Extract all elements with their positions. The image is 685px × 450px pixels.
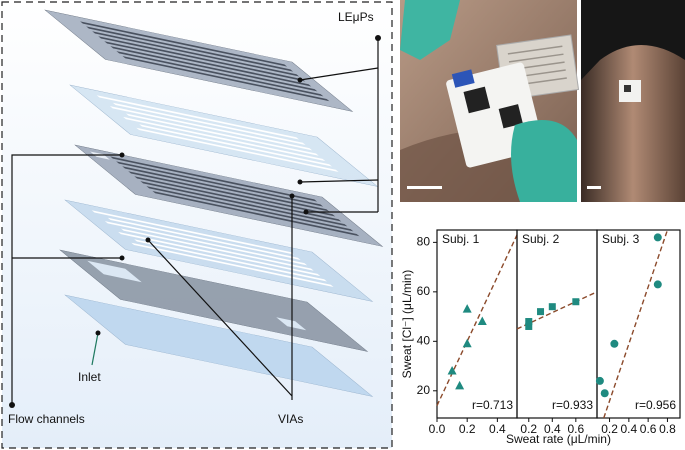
data-point	[537, 308, 545, 316]
scale-bar	[407, 186, 442, 189]
panel-title: Subj. 1	[442, 232, 480, 246]
panel-title: Subj. 2	[522, 232, 560, 246]
y-axis-label: Sweat [Cl⁻] (μL/min)	[400, 270, 414, 379]
shirt	[581, 0, 685, 80]
window-layer	[59, 249, 369, 352]
x-tick-label: 0.4	[489, 422, 506, 436]
data-point	[610, 339, 619, 348]
electrodes	[110, 156, 360, 237]
sheet	[64, 294, 374, 397]
fit-line	[603, 229, 669, 419]
x-tick-label: 0.6	[567, 422, 584, 436]
data-point	[653, 233, 662, 242]
label-flow-channels: Flow channels	[8, 412, 85, 426]
data-point	[572, 298, 580, 306]
callout-lines	[11, 38, 379, 405]
data-point	[462, 304, 472, 313]
x-tick-label: 0.2	[601, 422, 618, 436]
photo-hand	[400, 0, 580, 202]
channels	[96, 95, 339, 172]
chip	[624, 85, 631, 92]
data-point	[462, 338, 472, 348]
y-tick-label: 80	[417, 235, 431, 249]
channels	[91, 210, 334, 287]
glove	[400, 0, 460, 60]
photo-arm	[581, 0, 685, 202]
electrode-layer	[74, 144, 384, 247]
data-point	[477, 316, 487, 326]
panel-title: Subj. 3	[602, 232, 640, 246]
y-tick-label: 40	[417, 333, 431, 347]
data-point	[600, 389, 609, 398]
data-point	[653, 280, 662, 289]
r-annotation: r=0.933	[552, 398, 593, 412]
window	[87, 260, 142, 283]
label-inlet: Inlet	[78, 370, 101, 384]
window	[276, 317, 307, 331]
data-point	[525, 318, 533, 326]
y-tick-label: 20	[417, 383, 431, 397]
module	[451, 69, 475, 88]
label-vias: VIAs	[278, 412, 303, 426]
data-point	[447, 366, 457, 375]
fit-line	[436, 234, 518, 406]
electrode-layer	[44, 9, 354, 112]
data-point	[595, 376, 604, 385]
r-annotation: r=0.713	[472, 398, 513, 412]
chip	[498, 104, 523, 129]
scale-bar	[587, 186, 601, 189]
channel-layer	[69, 84, 379, 187]
exploded-view: LEμPs Flow channels Inlet VIAs	[1, 1, 393, 449]
x-tick-label: 0.8	[659, 422, 676, 436]
glove	[511, 120, 577, 202]
electrodes	[80, 21, 330, 102]
x-tick-label: 0.0	[429, 422, 446, 436]
data-point	[455, 380, 465, 390]
x-tick-label: 0.2	[520, 422, 537, 436]
panel-frame	[596, 229, 681, 419]
data-point	[548, 303, 556, 311]
panel-frame	[436, 229, 518, 419]
label-leups: LEμPs	[338, 10, 374, 24]
x-tick-label: 0.4	[621, 422, 638, 436]
bottom-layer	[64, 294, 374, 397]
r-annotation: r=0.956	[635, 398, 676, 412]
callout-dots	[9, 35, 381, 408]
channel-layer	[64, 199, 374, 302]
x-axis-label: Sweat rate (μL/min)	[506, 432, 611, 446]
x-tick-label: 0.4	[544, 422, 561, 436]
x-tick-label: 0.2	[459, 422, 476, 436]
data-point	[525, 322, 533, 330]
fit-line	[516, 291, 598, 330]
y-tick-label: 60	[417, 284, 431, 298]
chip	[463, 86, 491, 114]
x-tick-label: 0.6	[640, 422, 657, 436]
